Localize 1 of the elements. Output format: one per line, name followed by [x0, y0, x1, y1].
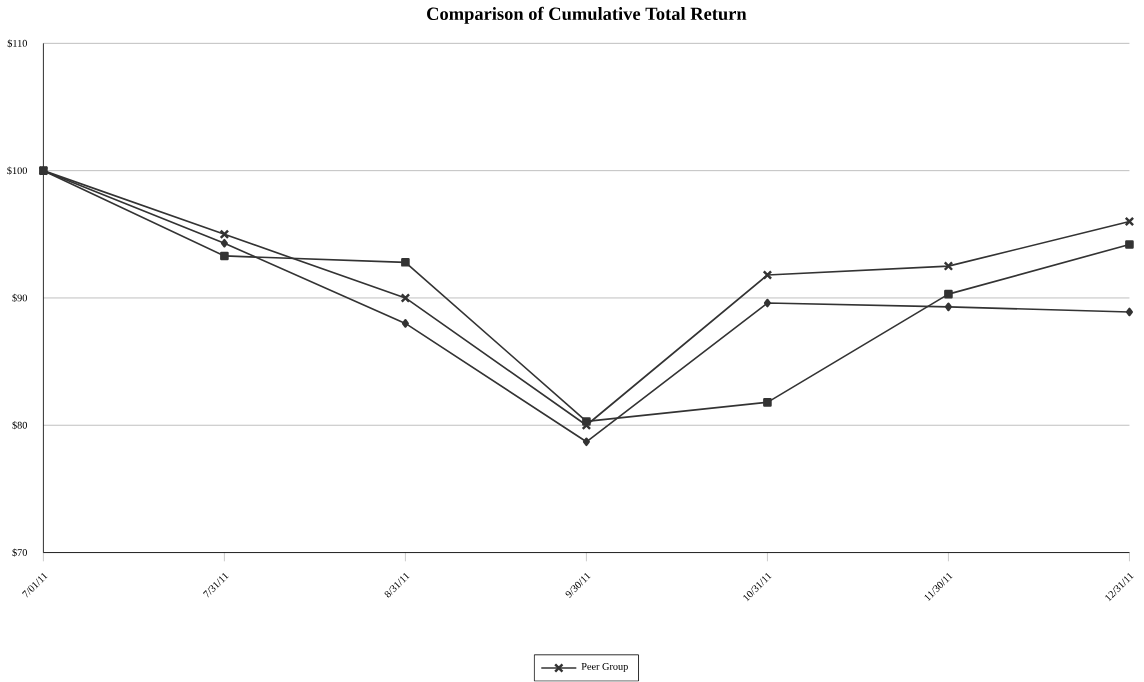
- chart-title: Comparison of Cumulative Total Return: [427, 7, 747, 25]
